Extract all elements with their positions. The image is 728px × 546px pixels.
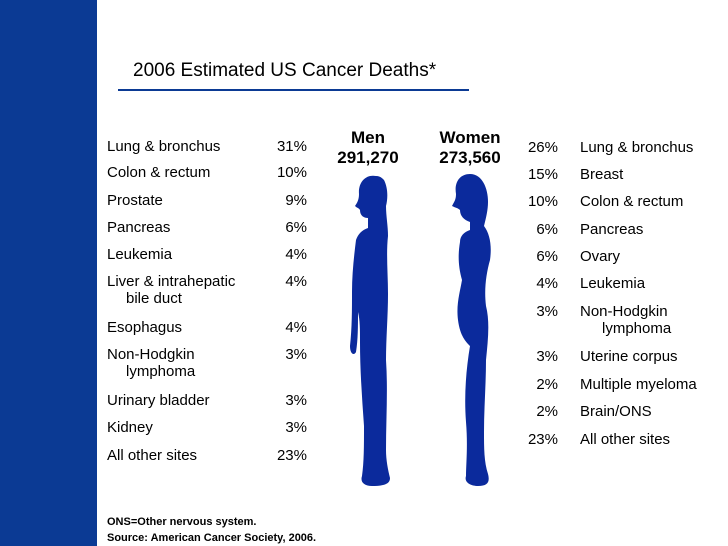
- women-row-label: Colon & rectum: [580, 193, 684, 210]
- men-row-percent: 9%: [285, 192, 307, 209]
- female-silhouette-icon: [452, 174, 491, 486]
- women-row-label-cont: lymphoma: [602, 320, 672, 337]
- men-row-percent: 3%: [285, 419, 307, 436]
- men-row-label: Esophagus: [107, 319, 183, 336]
- men-row-percent: 23%: [276, 447, 307, 464]
- women-row-percent: 15%: [527, 166, 558, 183]
- men-row-label: Prostate: [107, 192, 163, 209]
- women-row-label: Breast: [580, 166, 624, 183]
- women-row-label: Non-Hodgkin: [580, 303, 668, 320]
- men-table: Lung & bronchus 31% Colon & rectum 10% Prost…: [107, 0, 307, 546]
- women-row-percent: 26%: [527, 139, 558, 156]
- men-row-label: Liver & intrahepatic: [107, 273, 236, 290]
- men-row-percent: 4%: [285, 319, 307, 336]
- women-row-percent: 4%: [536, 275, 558, 292]
- men-row-percent: 31%: [276, 138, 307, 155]
- men-heading-label: Men: [351, 128, 385, 147]
- men-row-percent: 3%: [285, 346, 307, 363]
- men-row-label: Kidney: [107, 419, 153, 436]
- sidebar-bar: [0, 0, 97, 546]
- men-row-percent: 4%: [285, 246, 307, 263]
- men-row-percent: 4%: [285, 273, 307, 290]
- men-row-label-cont: bile duct: [126, 290, 182, 307]
- women-row-percent: 2%: [536, 403, 558, 420]
- men-heading: Men 291,270: [313, 128, 423, 168]
- women-row-label: Uterine corpus: [580, 348, 678, 365]
- men-row-label: Pancreas: [107, 219, 171, 236]
- women-row-label: Lung & bronchus: [580, 139, 694, 156]
- men-row-label: Urinary bladder: [107, 392, 210, 409]
- title-underline: [118, 89, 469, 91]
- men-row-label: Non-Hodgkin: [107, 346, 195, 363]
- women-heading: Women 273,560: [415, 128, 525, 168]
- footnote-source: Source: American Cancer Society, 2006.: [107, 532, 317, 544]
- men-row-percent: 10%: [276, 164, 307, 181]
- women-row-percent: 23%: [527, 431, 558, 448]
- women-row-percent: 3%: [536, 303, 558, 320]
- men-row-label: All other sites: [107, 447, 198, 464]
- women-row-percent: 6%: [536, 221, 558, 238]
- men-row-percent: 6%: [285, 219, 307, 236]
- footnote-ons: ONS=Other nervous system.: [107, 516, 257, 528]
- women-row-label: Pancreas: [580, 221, 644, 238]
- men-row-label: Colon & rectum: [107, 164, 211, 181]
- women-row-label: Multiple myeloma: [580, 376, 697, 393]
- women-row-label: All other sites: [580, 431, 671, 448]
- women-row-label: Leukemia: [580, 275, 646, 292]
- women-table: Lung & bronchus 26% Breast 15% Colon & rectu…: [520, 0, 728, 546]
- men-row-label: Leukemia: [107, 246, 173, 263]
- chart-title: 2006 Estimated US Cancer Deaths*: [133, 60, 437, 81]
- men-row-label: Lung & bronchus: [107, 138, 221, 155]
- women-row-percent: 10%: [527, 193, 558, 210]
- women-row-percent: 3%: [536, 348, 558, 365]
- male-silhouette-icon: [350, 175, 390, 486]
- women-row-percent: 2%: [536, 376, 558, 393]
- men-row-percent: 3%: [285, 392, 307, 409]
- women-total: 273,560: [439, 148, 501, 167]
- women-row-percent: 6%: [536, 248, 558, 265]
- women-row-label: Brain/ONS: [580, 403, 652, 420]
- men-total: 291,270: [337, 148, 399, 167]
- men-row-label-cont: lymphoma: [126, 363, 196, 380]
- women-heading-label: Women: [439, 128, 501, 147]
- women-row-label: Ovary: [580, 248, 621, 265]
